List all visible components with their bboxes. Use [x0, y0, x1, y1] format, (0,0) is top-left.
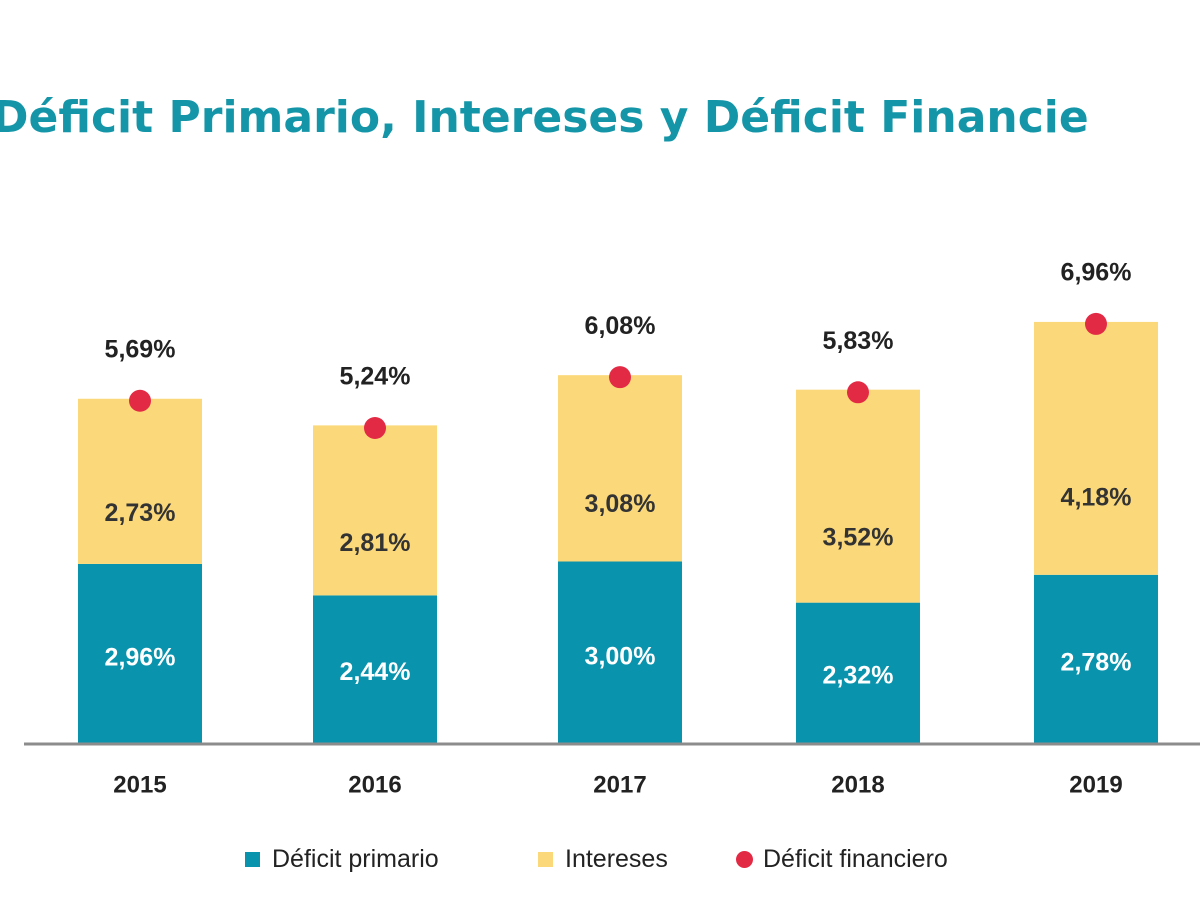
data-label-deficit-financiero-2017: 6,08% — [585, 312, 656, 340]
data-label-intereses-2015: 2,73% — [105, 499, 176, 527]
data-label-intereses-2017: 3,08% — [585, 490, 656, 518]
x-tick-2015: 2015 — [113, 771, 166, 798]
data-label-deficit-primario-2017: 3,00% — [585, 642, 656, 670]
data-label-deficit-primario-2018: 2,32% — [823, 662, 894, 690]
bar-deficit-primario-2015 — [78, 563, 202, 743]
data-label-deficit-financiero-2016: 5,24% — [340, 363, 411, 391]
data-label-deficit-financiero-2015: 5,69% — [105, 335, 176, 363]
data-label-deficit-financiero-2018: 5,83% — [823, 327, 894, 355]
bar-intereses-2018 — [796, 389, 920, 603]
legend-label-intereses: Intereses — [565, 845, 668, 873]
bar-deficit-primario-2017 — [558, 561, 682, 743]
marker-deficit-financiero-2018 — [847, 381, 869, 404]
data-label-deficit-primario-2016: 2,44% — [340, 658, 411, 686]
bar-intereses-2019 — [1034, 321, 1158, 575]
legend-marker-deficit-financiero — [736, 851, 753, 868]
marker-deficit-financiero-2016 — [364, 416, 386, 439]
chart-plot: 2,96% 2,73% 5,69% 2015 2,44% 2,81% 5,24% 2016 3,… — [24, 259, 1200, 799]
legend-item-intereses: Intereses — [538, 845, 668, 874]
legend-label-deficit-primario: Déficit primario — [272, 845, 439, 873]
bar-deficit-primario-2016 — [313, 595, 437, 743]
bars-layer — [78, 321, 1158, 743]
bar-intereses-2016 — [313, 425, 437, 596]
marker-deficit-financiero-2015 — [129, 389, 151, 412]
chart-title: Déficit Primario, Intereses y Déficit Fi… — [0, 92, 1089, 143]
data-label-deficit-financiero-2019: 6,96% — [1061, 259, 1132, 287]
marker-deficit-financiero-2019 — [1085, 312, 1107, 335]
x-tick-2019: 2019 — [1069, 771, 1122, 798]
data-label-intereses-2019: 4,18% — [1061, 484, 1132, 512]
labels-layer: 2,96% 2,73% 5,69% 2015 2,44% 2,81% 5,24% 2016 3,… — [105, 259, 1132, 799]
x-tick-2016: 2016 — [348, 771, 401, 798]
legend-item-deficit-financiero: Déficit financiero — [736, 845, 948, 874]
bar-deficit-primario-2018 — [796, 602, 920, 743]
data-label-intereses-2018: 3,52% — [823, 523, 894, 551]
data-label-deficit-primario-2015: 2,96% — [105, 643, 176, 671]
legend-label-deficit-financiero: Déficit financiero — [763, 845, 948, 873]
bar-intereses-2015 — [78, 398, 202, 564]
bar-deficit-primario-2019 — [1034, 574, 1158, 743]
marker-deficit-financiero-2017 — [609, 366, 631, 389]
bar-intereses-2017 — [558, 375, 682, 562]
legend-swatch-intereses — [538, 852, 553, 867]
data-label-deficit-primario-2019: 2,78% — [1061, 649, 1132, 677]
legend-item-deficit-primario: Déficit primario — [245, 845, 439, 874]
x-tick-2018: 2018 — [831, 771, 884, 798]
x-tick-2017: 2017 — [593, 771, 646, 798]
legend-swatch-deficit-primario — [245, 852, 260, 867]
legend: Déficit primario Intereses Déficit finan… — [0, 845, 1200, 885]
data-label-intereses-2016: 2,81% — [340, 529, 411, 557]
